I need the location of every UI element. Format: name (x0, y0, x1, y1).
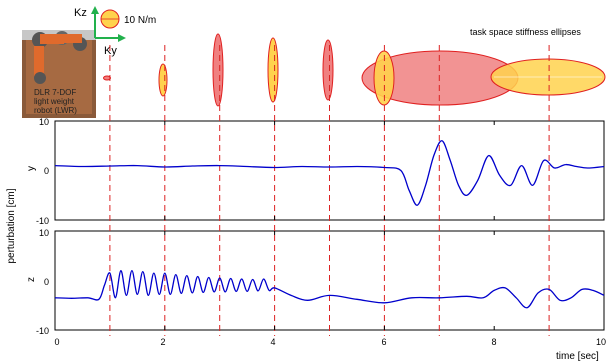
ellipses-title: task space stiffness ellipses (470, 27, 581, 37)
stiffness-ellipse-1 (103, 75, 111, 81)
panel-y-name: y (26, 166, 37, 171)
x-tick-label: 6 (381, 337, 386, 347)
panel-z-name: z (26, 277, 37, 282)
x-tick-label: 10 (596, 337, 606, 347)
ky-label: Ky (104, 45, 117, 57)
series-line-z (54, 269, 605, 309)
stiffness-ellipse-2 (158, 63, 168, 97)
kz-label: Kz (74, 7, 87, 19)
series-layer (54, 140, 605, 309)
robot-label-line-3: robot (LWR) (34, 106, 77, 115)
stiffness-ellipse-5 (322, 39, 334, 101)
z-tick-label: 0 (44, 277, 49, 287)
robot-image (22, 30, 96, 118)
robot-label-line-2: light weight (34, 97, 75, 106)
y-tick-label: 10 (39, 117, 49, 127)
z-tick-label: -10 (36, 326, 49, 336)
shared-ylabel: perturbation [cm] (6, 188, 17, 263)
robot-label-line-1: DLR 7-DOF (34, 88, 76, 97)
x-axis-label: time [sec] (556, 351, 599, 362)
x-tick-marks (54, 121, 605, 330)
stiffness-ellipse-4 (267, 37, 279, 103)
x-tick-label: 8 (491, 337, 496, 347)
series-line-y (54, 140, 605, 206)
x-tick-label: 2 (160, 337, 165, 347)
x-tick-label: 4 (270, 337, 275, 347)
stiffness-ellipses (103, 33, 606, 107)
frame-arrows (91, 6, 126, 42)
x-tick-label: 0 (54, 337, 59, 347)
y-tick-label: 0 (44, 166, 49, 176)
z-tick-label: 10 (39, 228, 49, 238)
stiffness-ellipse-3 (212, 33, 224, 107)
scale-label: 10 N/m (124, 15, 156, 26)
y-tick-label: -10 (36, 216, 49, 226)
